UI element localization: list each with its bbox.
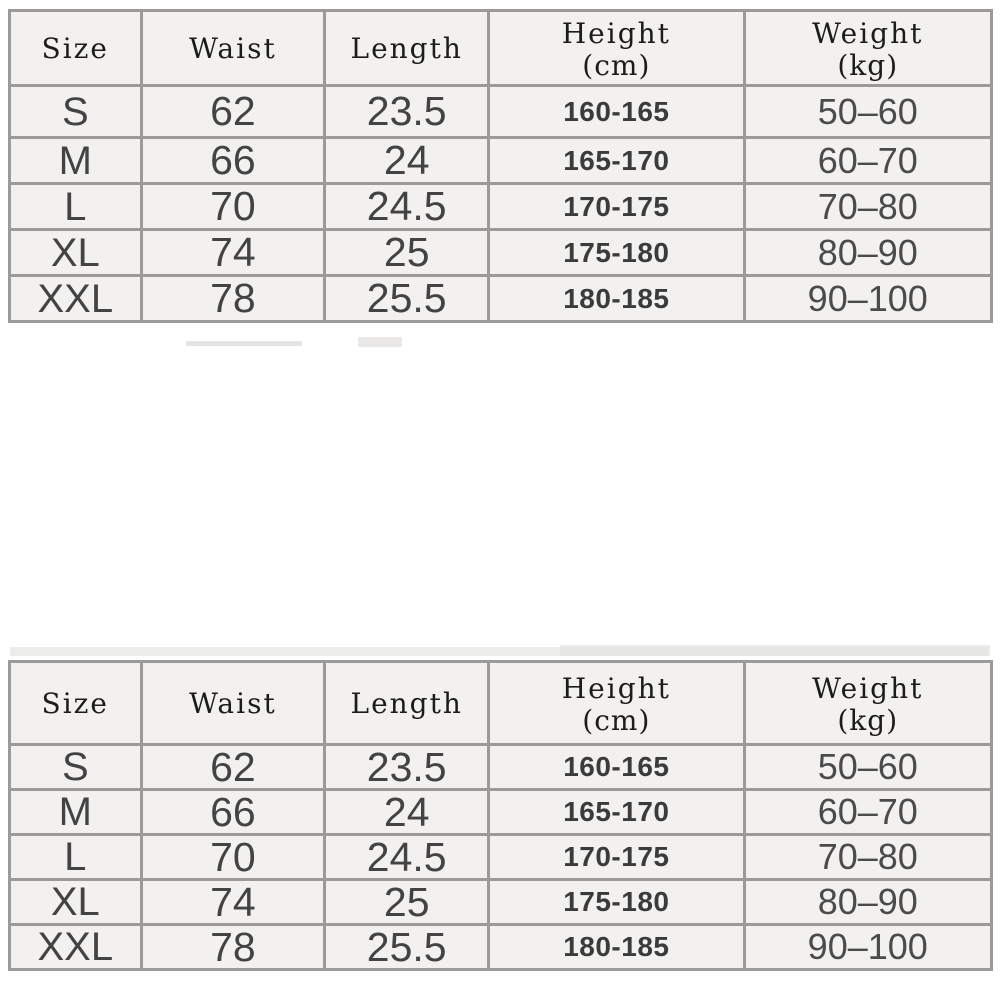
column-label: Weight xyxy=(812,16,924,50)
cell-size: L xyxy=(8,833,143,881)
cell-size: XXL xyxy=(8,274,143,323)
column-unit: (cm) xyxy=(582,48,651,82)
cell-size: XXL xyxy=(8,923,143,971)
cell-weight: 80–90 xyxy=(742,878,993,926)
cell-size: XL xyxy=(8,878,143,926)
cell-size: S xyxy=(8,743,143,791)
column-label: Waist xyxy=(189,31,277,65)
scan-artifact xyxy=(358,337,402,347)
cell-height: 175-180 xyxy=(487,878,746,926)
cell-waist: 74 xyxy=(139,878,327,926)
cell-size: XL xyxy=(8,228,143,277)
header-row: Size Waist Length Height (cm) Weight (kg) xyxy=(8,9,993,87)
cell-size: M xyxy=(8,788,143,836)
column-header-waist: Waist xyxy=(139,660,327,746)
column-label: Height xyxy=(561,671,671,705)
cell-length: 25 xyxy=(323,228,491,277)
cell-height: 180-185 xyxy=(487,274,746,323)
column-unit: (cm) xyxy=(582,703,651,737)
cell-height: 160-165 xyxy=(487,743,746,791)
cell-waist: 70 xyxy=(139,182,327,231)
cell-waist: 62 xyxy=(139,743,327,791)
cell-height: 180-185 xyxy=(487,923,746,971)
cell-height: 170-175 xyxy=(487,182,746,231)
column-header-height: Height (cm) xyxy=(487,9,746,87)
table-row-s: S 62 23.5 160-165 50–60 xyxy=(8,84,993,139)
cell-weight: 80–90 xyxy=(742,228,993,277)
column-label: Size xyxy=(41,686,110,720)
cell-weight: 50–60 xyxy=(742,743,993,791)
cell-weight: 60–70 xyxy=(742,136,993,185)
cell-length: 23.5 xyxy=(323,84,491,139)
table-row-xl: XL 74 25 175-180 80–90 xyxy=(8,878,993,926)
cell-length: 25.5 xyxy=(323,923,491,971)
cell-height: 160-165 xyxy=(487,84,746,139)
column-header-weight: Weight (kg) xyxy=(742,9,993,87)
column-header-size: Size xyxy=(8,9,143,87)
cell-waist: 78 xyxy=(139,274,327,323)
cell-length: 25.5 xyxy=(323,274,491,323)
column-label: Weight xyxy=(812,671,924,705)
size-chart-table-bottom: Size Waist Length Height (cm) Weight (kg) S 62 23… xyxy=(8,660,993,971)
column-label: Length xyxy=(350,686,463,720)
table-row-m: M 66 24 165-170 60–70 xyxy=(8,788,993,836)
table-row-xxl: XXL 78 25.5 180-185 90–100 xyxy=(8,274,993,323)
cell-height: 165-170 xyxy=(487,136,746,185)
column-header-length: Length xyxy=(323,660,491,746)
cell-height: 175-180 xyxy=(487,228,746,277)
cell-waist: 70 xyxy=(139,833,327,881)
column-label: Size xyxy=(41,31,110,65)
cell-length: 25 xyxy=(323,878,491,926)
cell-weight: 70–80 xyxy=(742,182,993,231)
column-label: Length xyxy=(350,31,463,65)
column-unit: (kg) xyxy=(837,703,899,737)
column-label: Waist xyxy=(189,686,277,720)
cell-weight: 70–80 xyxy=(742,833,993,881)
cell-weight: 90–100 xyxy=(742,923,993,971)
cell-weight: 60–70 xyxy=(742,788,993,836)
cell-length: 23.5 xyxy=(323,743,491,791)
column-header-weight: Weight (kg) xyxy=(742,660,993,746)
scan-artifact xyxy=(186,341,302,346)
cell-waist: 74 xyxy=(139,228,327,277)
cell-waist: 62 xyxy=(139,84,327,139)
column-unit: (kg) xyxy=(837,48,899,82)
cell-length: 24.5 xyxy=(323,833,491,881)
cell-size: S xyxy=(8,84,143,139)
cell-length: 24.5 xyxy=(323,182,491,231)
table-row-m: M 66 24 165-170 60–70 xyxy=(8,136,993,185)
scan-artifact xyxy=(560,645,990,656)
column-header-waist: Waist xyxy=(139,9,327,87)
table-row-l: L 70 24.5 170-175 70–80 xyxy=(8,182,993,231)
cell-length: 24 xyxy=(323,788,491,836)
scan-artifact xyxy=(10,647,988,656)
table-row-l: L 70 24.5 170-175 70–80 xyxy=(8,833,993,881)
table-row-s: S 62 23.5 160-165 50–60 xyxy=(8,743,993,791)
column-header-size: Size xyxy=(8,660,143,746)
cell-height: 165-170 xyxy=(487,788,746,836)
size-chart-table-top: Size Waist Length Height (cm) Weight (kg) S 62 23… xyxy=(8,9,993,323)
cell-size: L xyxy=(8,182,143,231)
cell-weight: 50–60 xyxy=(742,84,993,139)
cell-length: 24 xyxy=(323,136,491,185)
table-row-xxl: XXL 78 25.5 180-185 90–100 xyxy=(8,923,993,971)
column-header-length: Length xyxy=(323,9,491,87)
cell-size: M xyxy=(8,136,143,185)
cell-waist: 66 xyxy=(139,136,327,185)
column-label: Height xyxy=(561,16,671,50)
column-header-height: Height (cm) xyxy=(487,660,746,746)
cell-weight: 90–100 xyxy=(742,274,993,323)
cell-waist: 66 xyxy=(139,788,327,836)
table-row-xl: XL 74 25 175-180 80–90 xyxy=(8,228,993,277)
cell-waist: 78 xyxy=(139,923,327,971)
cell-height: 170-175 xyxy=(487,833,746,881)
header-row: Size Waist Length Height (cm) Weight (kg) xyxy=(8,660,993,746)
